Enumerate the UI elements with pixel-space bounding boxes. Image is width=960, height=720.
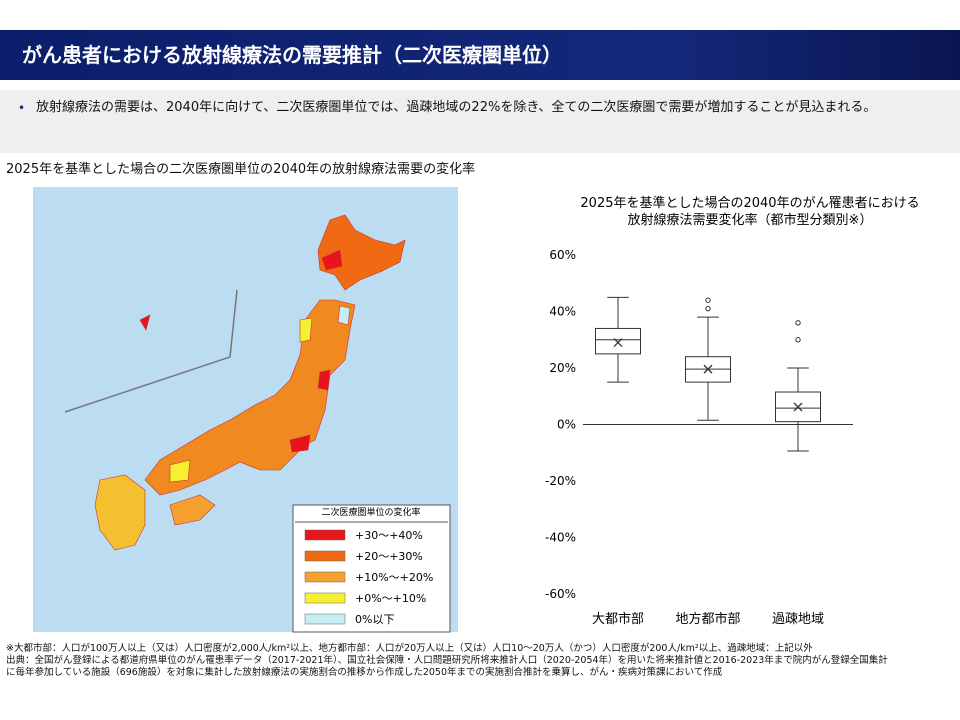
- bullet-text: 放射線療法の需要は、2040年に向けて、二次医療圏単位では、過疎地域の22%を除…: [36, 100, 877, 115]
- region-blue: [337, 305, 351, 326]
- y-tick-label: 60%: [549, 248, 576, 262]
- legend-label: 0%以下: [355, 613, 394, 626]
- mean-marker: [703, 364, 713, 374]
- map-title: 2025年を基準とした場合の二次医療圏単位の2040年の放射線療法需要の変化率: [6, 161, 475, 177]
- chart-subtitle: 放射線療法需要変化率（都市型分類別※）: [628, 212, 873, 228]
- y-tick-label: 20%: [549, 361, 576, 375]
- mean-marker: [613, 338, 623, 348]
- kyushu: [94, 474, 146, 551]
- x-tick-label: 大都市部: [592, 611, 644, 627]
- footer-line: ※大都市部：人口が100万人以上（又は）人口密度が2,000人/km²以上、地方…: [6, 643, 813, 654]
- region-yellow: [299, 317, 313, 343]
- outlier: [795, 337, 801, 343]
- inset-border: [64, 289, 238, 413]
- outlier: [795, 320, 801, 326]
- y-tick-label: -60%: [545, 587, 576, 601]
- x-tick-label: 地方都市部: [675, 611, 740, 627]
- x-tick-label: 過疎地域: [772, 612, 824, 627]
- y-tick-label: 0%: [557, 418, 576, 432]
- region-red: [289, 434, 311, 453]
- y-tick-label: 40%: [549, 305, 576, 319]
- footer-line: 出典：全国がん登録による都道府県単位のがん罹患率データ（2017-2021年）、…: [6, 655, 888, 666]
- outlier: [705, 305, 711, 312]
- legend-title: 二次医療圏単位の変化率: [321, 506, 420, 518]
- legend-label: +0%～+10%: [355, 592, 426, 605]
- footer-line: に毎年参加している施設（696施設）を対象に集計した放射線療法の実施割合の推移か…: [6, 667, 723, 678]
- legend-box: [292, 504, 451, 633]
- legend-swatch: [304, 571, 346, 583]
- header-bar: [0, 30, 960, 80]
- legend-label: +30～+40%: [355, 529, 423, 542]
- legend-swatch: [304, 613, 346, 625]
- footer: ※大都市部：人口が100万人以上（又は）人口密度が2,000人/km²以上、地方…: [6, 643, 956, 679]
- legend-label: +10%～+20%: [355, 571, 433, 584]
- shikoku: [169, 494, 216, 526]
- legend-swatch: [304, 550, 346, 562]
- okinawa: [139, 314, 151, 331]
- bullet-wrap: 放射線療法の需要は、2040年に向けて、二次医療圏単位では、過疎地域の22%を除…: [36, 100, 877, 115]
- region-red: [321, 249, 343, 271]
- bullet-box: [0, 90, 960, 153]
- y-tick-label: -40%: [545, 531, 576, 545]
- header-title: がん患者における放射線療法の需要推計（二次医療圏単位）: [22, 43, 562, 67]
- chart-title: 2025年を基準とした場合の2040年のがん罹患者における: [580, 195, 919, 211]
- region-red: [317, 369, 331, 391]
- outlier: [705, 297, 711, 303]
- legend-label: +20～+30%: [355, 550, 423, 563]
- mean-marker: [793, 402, 803, 412]
- map-japan: [94, 214, 406, 551]
- bullet-dot: •: [18, 101, 25, 115]
- hokkaido: [317, 214, 406, 291]
- legend-swatch: [304, 592, 346, 604]
- y-tick-label: -20%: [545, 474, 576, 488]
- region-yellow: [169, 459, 191, 483]
- box: [595, 327, 641, 355]
- legend-swatch: [304, 529, 346, 541]
